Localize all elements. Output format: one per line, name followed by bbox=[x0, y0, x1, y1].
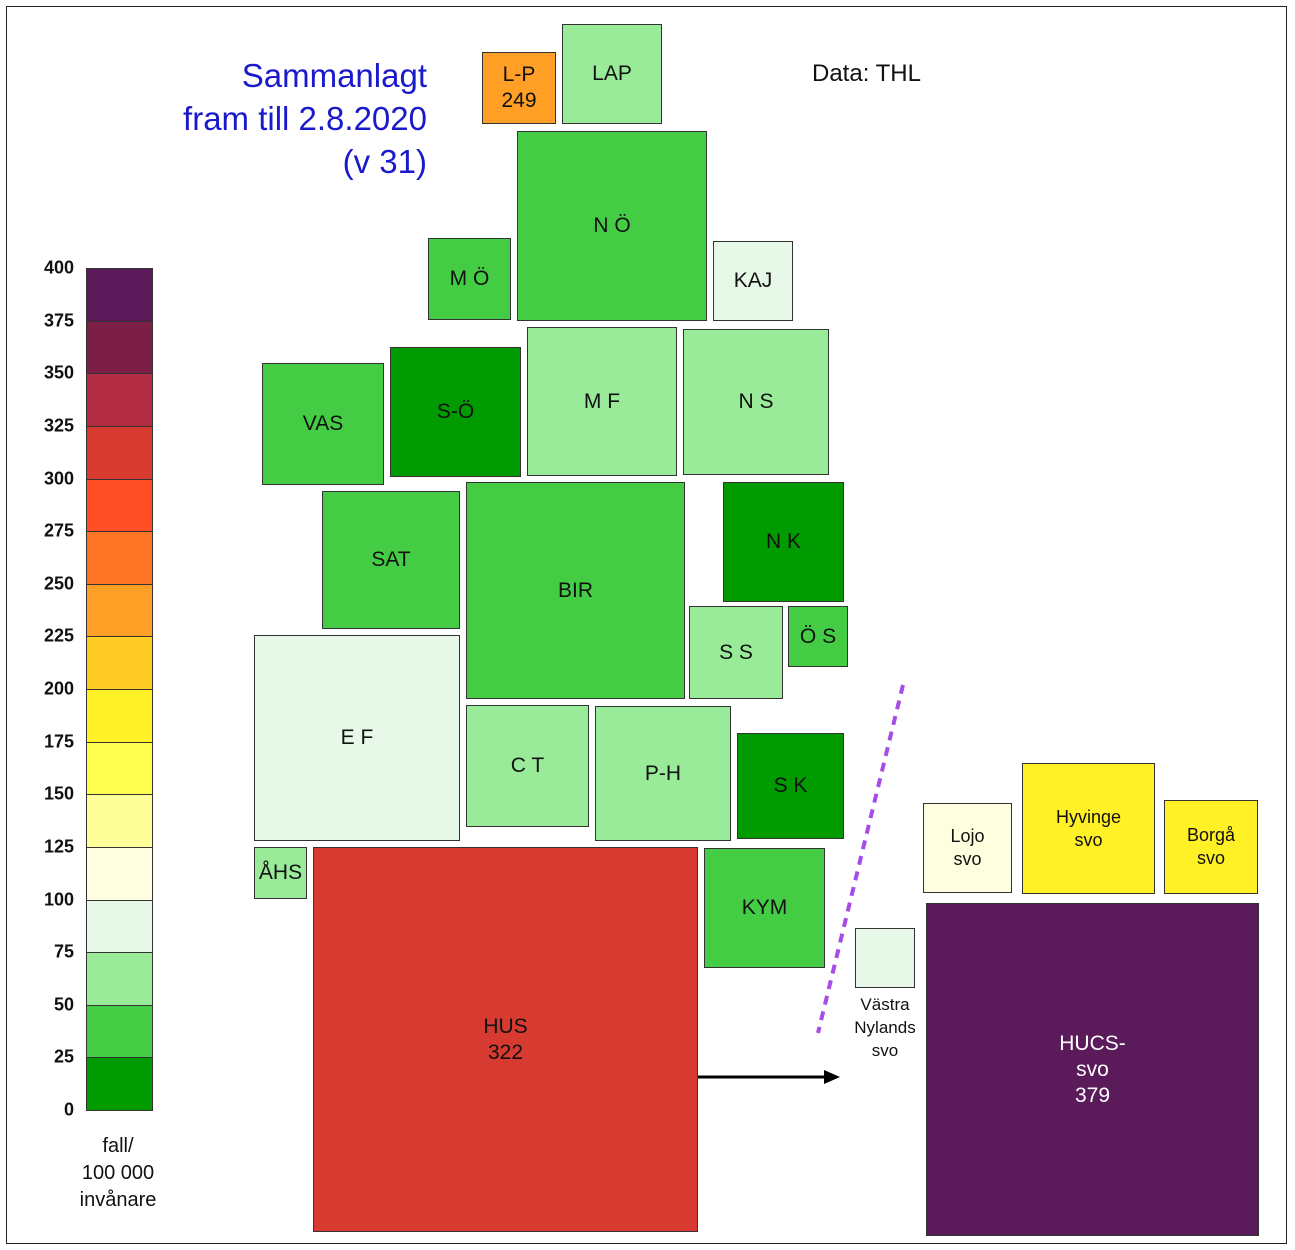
legend-swatch bbox=[86, 268, 153, 322]
region-hus: HUS 322 bbox=[313, 847, 698, 1232]
title-line-3: (v 31) bbox=[342, 143, 427, 180]
region-ct: C T bbox=[466, 705, 589, 827]
region-sat: SAT bbox=[322, 491, 460, 629]
legend-swatch bbox=[86, 478, 153, 533]
divider-line bbox=[816, 684, 905, 1034]
region-ef: E F bbox=[254, 635, 460, 841]
legend-swatch bbox=[86, 1057, 153, 1111]
subregion-vastra bbox=[855, 928, 915, 988]
region-nk: N K bbox=[723, 482, 844, 602]
legend-swatch bbox=[86, 899, 153, 954]
legend-swatch bbox=[86, 952, 153, 1006]
legend-tick-label: 50 bbox=[53, 994, 74, 1015]
map-frame bbox=[6, 6, 1287, 1244]
title-line-2: fram till 2.8.2020 bbox=[183, 100, 427, 137]
region-os: Ö S bbox=[788, 606, 848, 667]
region-ss: S S bbox=[689, 606, 783, 699]
subregion-borga: Borgå svo bbox=[1164, 800, 1258, 894]
legend-tick-label: 350 bbox=[43, 362, 74, 383]
region-mf: M F bbox=[527, 327, 677, 476]
region-ns: N S bbox=[683, 329, 829, 475]
legend-tick-label: 225 bbox=[43, 625, 74, 646]
color-legend bbox=[86, 268, 153, 1111]
legend-tick-label: 150 bbox=[43, 783, 74, 804]
vastra-nylands-label: Västra Nylands svo bbox=[854, 995, 916, 1060]
region-vas: VAS bbox=[262, 363, 384, 485]
region-sk: S K bbox=[737, 733, 844, 839]
region-bir: BIR bbox=[466, 482, 685, 699]
legend-tick-label: 175 bbox=[43, 731, 74, 752]
region-lp: L-P 249 bbox=[482, 52, 556, 124]
legend-tick-label: 25 bbox=[53, 1046, 74, 1067]
region-mo: M Ö bbox=[428, 238, 511, 320]
legend-unit: fall/ 100 000 invånare bbox=[79, 1135, 157, 1211]
region-ahs: ÅHS bbox=[254, 847, 307, 899]
legend-tick-label: 400 bbox=[43, 257, 74, 278]
legend-tick-label: 75 bbox=[53, 941, 74, 962]
region-lap: LAP bbox=[562, 24, 662, 124]
region-kym: KYM bbox=[704, 848, 825, 968]
legend-swatch bbox=[86, 689, 153, 743]
legend-tick-label: 275 bbox=[43, 520, 74, 541]
subregion-hyvinge: Hyvinge svo bbox=[1022, 763, 1155, 894]
region-no: N Ö bbox=[517, 131, 707, 321]
legend-tick-label: 300 bbox=[43, 468, 74, 488]
title-line-1: Sammanlagt bbox=[241, 57, 427, 94]
map-title: Sammanlagt fram till 2.8.2020 (v 31) bbox=[183, 54, 427, 183]
legend-swatch bbox=[86, 636, 153, 690]
legend-tick-label: 125 bbox=[43, 836, 74, 857]
legend-tick-label: 0 bbox=[63, 1099, 74, 1120]
region-kaj: KAJ bbox=[713, 241, 793, 321]
legend-tick-label: 100 bbox=[43, 889, 74, 909]
legend-tick-label: 200 bbox=[43, 678, 74, 699]
legend-swatch bbox=[86, 583, 153, 638]
subregion-hucs: HUCS- svo 379 bbox=[926, 903, 1259, 1236]
region-so: S-Ö bbox=[390, 347, 521, 477]
arrow-head-icon bbox=[824, 1070, 840, 1084]
region-ph: P-H bbox=[595, 706, 731, 841]
data-source: Data: THL bbox=[812, 60, 921, 87]
legend-swatch bbox=[86, 794, 153, 848]
legend-tick-label: 325 bbox=[43, 415, 74, 436]
legend-tick-label: 250 bbox=[43, 573, 74, 594]
subregion-lojo: Lojo svo bbox=[923, 803, 1012, 893]
legend-swatch bbox=[86, 373, 153, 427]
legend-tick-label: 375 bbox=[43, 310, 74, 331]
